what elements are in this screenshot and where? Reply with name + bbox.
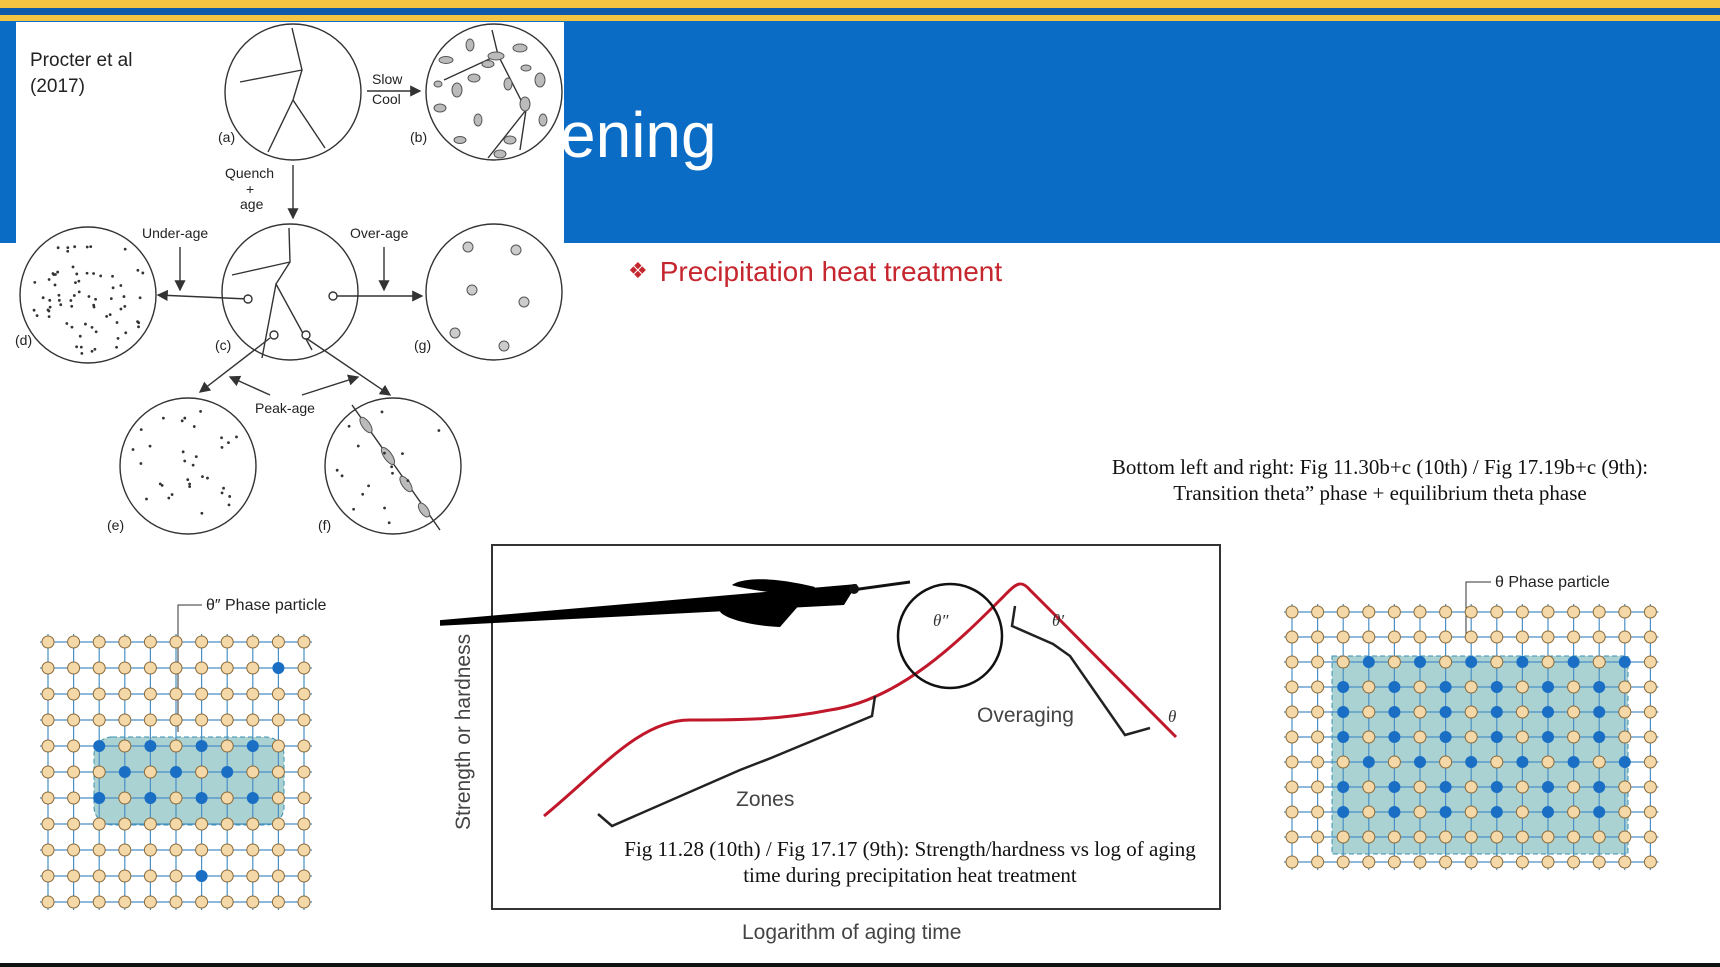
- grain-circle-g: [425, 223, 563, 361]
- label-age: age: [240, 196, 264, 212]
- label-a: (a): [218, 129, 235, 145]
- grain-circle-d: [19, 226, 157, 364]
- aging-chart: Strength or hardness Logarithm of aging …: [440, 544, 1221, 944]
- top-stripe-dark: [0, 8, 1720, 15]
- grain-circle-c: [221, 223, 359, 361]
- label-theta-d: θ′: [1052, 611, 1064, 630]
- label-g: (g): [414, 337, 431, 353]
- caption-right: Bottom left and right: Fig 11.30b+c (10t…: [1111, 455, 1649, 505]
- bottom-border: [0, 963, 1720, 967]
- grain-circle-a: [224, 23, 362, 161]
- figure-citation: Procter et al (2017): [30, 50, 133, 97]
- four-diamond-icon: ❖: [628, 258, 648, 283]
- top-stripe-lower: [0, 15, 1720, 21]
- grain-circle-f: [324, 397, 462, 535]
- label-over-age: Over-age: [350, 225, 409, 241]
- lattice-left-label: θ″ Phase particle: [206, 597, 327, 614]
- label-f: (f): [318, 517, 331, 533]
- overaging-brace: [1010, 605, 1151, 737]
- label-under-age: Under-age: [142, 225, 208, 241]
- label-quench: Quench: [225, 165, 274, 181]
- label-c: (c): [215, 337, 231, 353]
- bullet-item: ❖ Precipitation heat treatment: [628, 256, 1002, 288]
- zones-brace: [597, 695, 877, 828]
- slide-title: ening: [560, 99, 717, 171]
- label-plus: +: [246, 181, 254, 197]
- aging-curve: [543, 582, 1178, 818]
- grain-circle-e: [119, 397, 257, 535]
- label-zones: Zones: [736, 788, 794, 811]
- chart-xlabel: Logarithm of aging time: [742, 921, 961, 944]
- label-d: (d): [15, 332, 32, 348]
- bullet-text: Precipitation heat treatment: [659, 256, 1003, 287]
- label-b: (b): [410, 129, 427, 145]
- label-e: (e): [107, 517, 124, 533]
- peak-zoom-circle: [896, 582, 1004, 690]
- micrograph-figure: (a) (b) (c) (d) (g) (e) (f) Slow Cool Qu…: [15, 23, 563, 535]
- grain-circle-b: [425, 23, 563, 161]
- label-theta-dd: θ″: [933, 611, 949, 630]
- chart-ylabel: Strength or hardness: [452, 634, 475, 830]
- lattice-left: θ″ Phase particle: [40, 597, 327, 910]
- label-slow: Slow: [372, 71, 403, 87]
- label-overaging: Overaging: [977, 704, 1074, 727]
- label-peak-age: Peak-age: [255, 400, 315, 416]
- lattice-right: θ Phase particle: [1284, 574, 1659, 870]
- top-stripe: [0, 0, 1720, 8]
- label-theta: θ: [1168, 707, 1176, 726]
- label-cool: Cool: [372, 91, 401, 107]
- micrograph-figure-panel: [16, 22, 564, 540]
- lattice-right-label: θ Phase particle: [1495, 574, 1610, 591]
- caption-center: Fig 11.28 (10th) / Fig 17.17 (9th): Stre…: [624, 837, 1196, 887]
